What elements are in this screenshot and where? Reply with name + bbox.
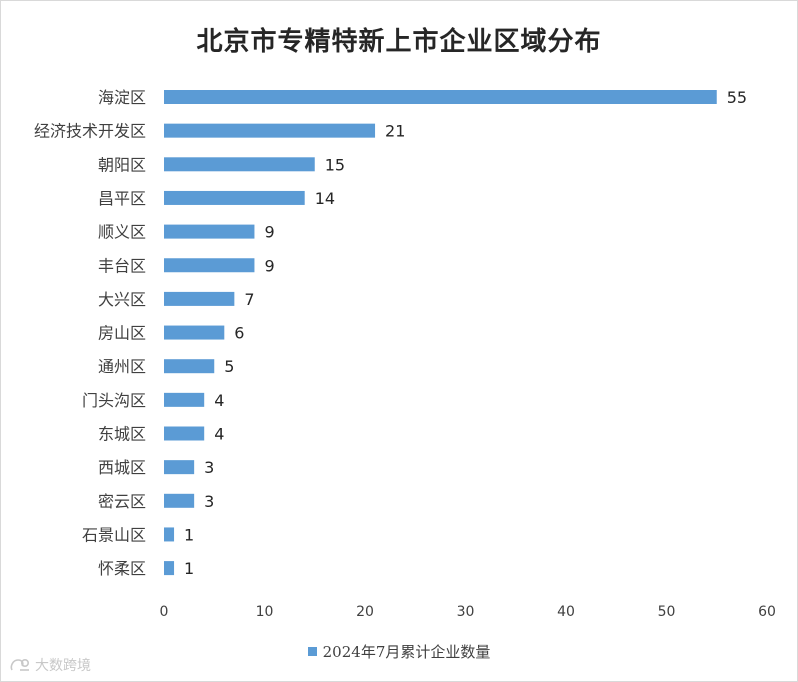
x-tick-label: 10 [256, 604, 274, 620]
data-label: 21 [385, 122, 405, 141]
x-axis-tick-labels: 0 10 20 30 40 50 60 [160, 604, 776, 620]
category-label: 房山区 [98, 324, 146, 343]
data-label: 5 [224, 357, 234, 376]
bar [164, 493, 195, 508]
bar [164, 224, 255, 239]
category-label: 海淀区 [98, 88, 146, 107]
category-label: 密云区 [98, 492, 146, 511]
category-label: 经济技术开发区 [34, 122, 146, 141]
bar [164, 123, 376, 138]
watermark-text: 大数跨境 [35, 658, 91, 674]
data-label: 3 [204, 458, 214, 477]
bar [164, 460, 195, 475]
data-label: 9 [264, 223, 274, 242]
data-label: 9 [264, 256, 274, 275]
bar [164, 325, 225, 340]
category-label: 朝阳区 [98, 155, 146, 174]
bar [164, 90, 717, 104]
data-label: 14 [315, 189, 335, 208]
data-label: 4 [214, 391, 224, 410]
data-label: 6 [234, 324, 244, 343]
legend-label: 2024年7月累计企业数量 [322, 643, 491, 661]
category-label: 东城区 [98, 425, 146, 444]
category-label: 大兴区 [98, 290, 146, 309]
bar [164, 561, 175, 576]
bar [164, 190, 305, 205]
x-tick-label: 40 [557, 604, 575, 620]
category-label: 顺义区 [98, 223, 146, 242]
watermark-logo-icon [10, 658, 30, 671]
chart-title: 北京市专精特新上市企业区域分布 [196, 27, 602, 57]
bar [164, 258, 255, 273]
data-label: 55 [727, 88, 747, 107]
x-tick-label: 50 [658, 604, 676, 620]
category-label: 西城区 [98, 458, 146, 477]
data-label: 7 [244, 290, 254, 309]
category-label: 昌平区 [98, 189, 146, 208]
category-label: 通州区 [98, 357, 146, 376]
watermark: 大数跨境 [9, 655, 91, 675]
data-label: 15 [325, 155, 345, 174]
x-tick-label: 20 [356, 604, 374, 620]
bar [164, 157, 315, 172]
bars [164, 90, 717, 576]
x-tick-label: 60 [758, 604, 776, 620]
bar [164, 291, 235, 306]
bar [164, 426, 205, 441]
bar [164, 527, 175, 542]
data-label: 3 [204, 492, 214, 511]
category-label: 石景山区 [82, 525, 146, 544]
bar [164, 392, 205, 407]
legend: 2024年7月累计企业数量 [1, 641, 797, 662]
x-tick-label: 0 [160, 604, 169, 620]
data-label: 1 [184, 559, 194, 578]
data-label: 1 [184, 525, 194, 544]
category-label: 门头沟区 [82, 391, 146, 410]
x-tick-label: 30 [457, 604, 475, 620]
category-label: 丰台区 [98, 256, 146, 275]
data-label: 4 [214, 425, 224, 444]
legend-swatch [307, 647, 317, 656]
category-labels: 海淀区经济技术开发区朝阳区昌平区顺义区丰台区大兴区房山区通州区门头沟区东城区西城… [34, 88, 146, 578]
bar [164, 359, 215, 374]
category-label: 怀柔区 [98, 559, 146, 578]
